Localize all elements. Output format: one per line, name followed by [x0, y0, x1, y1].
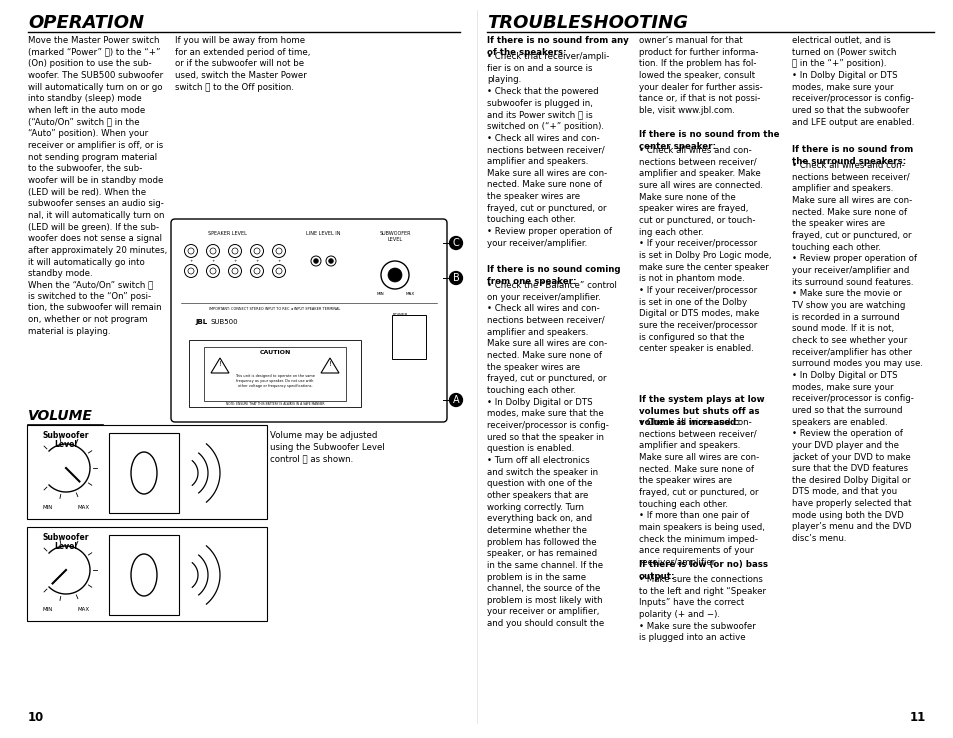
Text: • Check the “Balance” control
on your receiver/amplifier.
• Check all wires and : • Check the “Balance” control on your re… [486, 281, 617, 628]
Text: When the “Auto/On” switch Ⓒ
is switched to the “On” posi-
tion, the subwoofer wi: When the “Auto/On” switch Ⓒ is switched … [28, 280, 161, 336]
Text: C: C [452, 238, 459, 248]
Text: NOTE: ENSURE THAT THIS BATTERY IS ALWAYS IN A SAFE MANNER: NOTE: ENSURE THAT THIS BATTERY IS ALWAYS… [226, 402, 324, 406]
Text: C: C [452, 238, 459, 248]
FancyBboxPatch shape [109, 433, 179, 513]
Text: MAX: MAX [78, 505, 90, 510]
Text: • Make sure the connections
to the left and right “Speaker
Inputs” have the corr: • Make sure the connections to the left … [639, 575, 765, 642]
Text: SPEAKER LEVEL: SPEAKER LEVEL [208, 231, 246, 236]
Text: +: + [211, 259, 214, 263]
Circle shape [388, 268, 401, 282]
Circle shape [328, 258, 334, 263]
Text: !: ! [328, 361, 331, 367]
Text: +: + [189, 259, 193, 263]
Text: +: + [277, 259, 280, 263]
Text: Move the Master Power switch
(marked “Power” Ⓐ) to the “+”
(On) position to use : Move the Master Power switch (marked “Po… [28, 36, 167, 278]
Text: electrical outlet, and is
turned on (Power switch
Ⓐ in the “+” position).
• In D: electrical outlet, and is turned on (Pow… [791, 36, 913, 127]
Text: If there is no sound coming
from one speaker:: If there is no sound coming from one spe… [486, 265, 619, 286]
FancyBboxPatch shape [109, 535, 179, 615]
FancyBboxPatch shape [171, 219, 447, 422]
Text: This unit is designed to operate on the same
frequency as your speaker. Do not u: This unit is designed to operate on the … [234, 374, 314, 387]
Text: If the system plays at low
volumes but shuts off as
volume is increased:: If the system plays at low volumes but s… [639, 395, 763, 427]
Text: JBL: JBL [194, 319, 207, 325]
Text: B: B [452, 273, 459, 283]
Text: VOLUME: VOLUME [28, 409, 92, 423]
Text: +: + [233, 259, 236, 263]
Text: LINE LEVEL IN: LINE LEVEL IN [305, 231, 340, 236]
Text: Volume may be adjusted
using the Subwoofer Level
control Ⓑ as shown.: Volume may be adjusted using the Subwoof… [270, 431, 384, 463]
Text: If you will be away from home
for an extended period of time,
or if the subwoofe: If you will be away from home for an ext… [174, 36, 310, 92]
Text: Level: Level [54, 542, 77, 551]
Text: • Check all wires and con-
nections between receiver/
amplifier and speakers.
Ma: • Check all wires and con- nections betw… [791, 161, 923, 543]
Text: MIN: MIN [375, 292, 383, 296]
Text: A: A [453, 395, 458, 405]
Text: MAX: MAX [405, 292, 415, 296]
Text: !: ! [218, 361, 221, 367]
FancyBboxPatch shape [204, 347, 346, 401]
Text: If there is no sound from the
center speaker:: If there is no sound from the center spe… [639, 130, 779, 151]
Text: OPERATION: OPERATION [28, 14, 144, 32]
Text: Subwoofer: Subwoofer [43, 431, 90, 440]
Text: • Check all wires and con-
nections between receiver/
amplifier and speaker. Mak: • Check all wires and con- nections betw… [639, 146, 771, 354]
Text: If there is no sound from
the surround speakers:: If there is no sound from the surround s… [791, 145, 912, 165]
Text: MIN: MIN [43, 607, 53, 612]
Circle shape [314, 258, 318, 263]
FancyBboxPatch shape [189, 340, 360, 407]
FancyBboxPatch shape [392, 315, 426, 359]
Text: +: + [255, 259, 258, 263]
Text: • Check that receiver/ampli-
fier is on and a source is
playing.
• Check that th: • Check that receiver/ampli- fier is on … [486, 52, 612, 247]
Text: Subwoofer: Subwoofer [43, 533, 90, 542]
Text: Level: Level [54, 440, 77, 449]
Text: MIN: MIN [43, 505, 53, 510]
Text: owner’s manual for that
product for further informa-
tion. If the problem has fo: owner’s manual for that product for furt… [639, 36, 762, 115]
Text: POWER: POWER [393, 313, 408, 317]
Text: B: B [452, 273, 459, 283]
Text: 10: 10 [28, 711, 44, 724]
Text: IMPORTANT: CONNECT STEREO INPUT TO REC ★INPUT SPEAKER TERMINAL: IMPORTANT: CONNECT STEREO INPUT TO REC ★… [209, 307, 340, 311]
FancyBboxPatch shape [27, 425, 267, 519]
Text: If there is low (or no) bass
output:: If there is low (or no) bass output: [639, 560, 767, 581]
FancyBboxPatch shape [27, 527, 267, 621]
Text: 11: 11 [909, 711, 925, 724]
Text: If there is no sound from any
of the speakers:: If there is no sound from any of the spe… [486, 36, 628, 57]
Text: SUB500: SUB500 [211, 319, 238, 325]
Text: MAX: MAX [78, 607, 90, 612]
Text: CAUTION: CAUTION [259, 350, 291, 355]
Text: TROUBLESHOOTING: TROUBLESHOOTING [486, 14, 687, 32]
Text: SUBWOOFER
LEVEL: SUBWOOFER LEVEL [379, 231, 411, 242]
Text: • Check all wires and con-
nections between receiver/
amplifier and speakers.
Ma: • Check all wires and con- nections betw… [639, 418, 764, 567]
Text: A: A [453, 395, 458, 405]
